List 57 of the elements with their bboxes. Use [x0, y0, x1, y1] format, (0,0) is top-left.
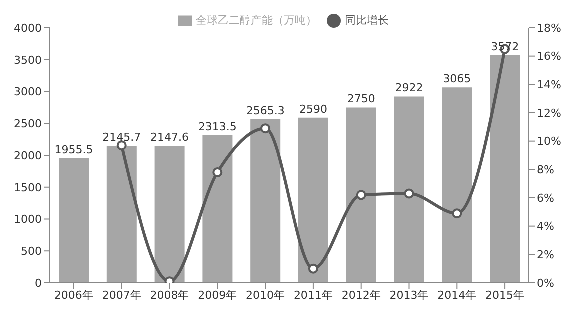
y2-tick-label: 6% [537, 192, 554, 205]
bar [250, 119, 281, 283]
point [116, 140, 127, 151]
y2-tick-label: 18% [537, 22, 562, 35]
y2-tick-label: 16% [537, 50, 562, 64]
data-label: 2750 [347, 92, 376, 106]
y-tick-label: 2500 [14, 118, 42, 131]
bar [298, 118, 328, 283]
y2-tick-label: 8% [537, 164, 554, 177]
bar [59, 158, 89, 283]
y-tick-label: 3000 [14, 86, 42, 99]
y2-tick-label: 10% [537, 135, 562, 148]
y2-tick-label: 14% [537, 78, 562, 92]
data-label: 2147.6 [150, 131, 190, 144]
data-label: 2313.5 [198, 120, 237, 134]
x-tick-label: 2007年 [102, 288, 142, 302]
x-tick-label: 2015年 [486, 288, 525, 302]
x-tick-label: 2013年 [390, 288, 429, 302]
legend-label: 全球乙二醇产能（万吨） [196, 14, 317, 27]
y-tick-label: 1500 [14, 181, 42, 194]
data-label: 2922 [395, 82, 424, 95]
data-label: 1955.5 [54, 143, 94, 156]
y-tick-label: 0 [35, 276, 42, 290]
x-tick-label: 2009年 [198, 288, 238, 302]
data-label: 3065 [443, 72, 472, 86]
x-tick-label: 2012年 [342, 288, 381, 302]
y-tick-label: 3500 [14, 54, 42, 67]
point [356, 190, 366, 200]
x-tick-label: 2011年 [294, 288, 333, 302]
x-tick-label: 2006年 [54, 288, 94, 302]
bar [154, 146, 185, 283]
y-tick-label: 1000 [14, 213, 42, 226]
point [260, 124, 271, 134]
bar [106, 146, 137, 283]
bar [202, 136, 233, 283]
bar [442, 88, 472, 283]
x-tick-label: 2014年 [438, 288, 477, 302]
point [212, 168, 223, 178]
point [452, 208, 462, 219]
bar [346, 108, 376, 283]
y-tick-label: 2000 [14, 149, 42, 162]
data-label: 2590 [300, 102, 328, 116]
data-label: 2145.7 [102, 131, 142, 144]
x-tick-label: 2010年 [246, 288, 286, 302]
y-tick-label: 500 [21, 245, 42, 258]
y-tick-label: 4000 [14, 22, 42, 35]
x-tick-label: 2008年 [150, 288, 190, 302]
y2-tick-label: 12% [537, 106, 562, 120]
point [308, 264, 318, 274]
legend-label: 同比增长 [345, 14, 389, 27]
y2-tick-label: 2% [537, 248, 554, 262]
bar [394, 96, 424, 283]
data-label: 2565.3 [246, 104, 285, 118]
y2-tick-label: 4% [537, 220, 554, 234]
y2-tick-label: 0% [537, 276, 554, 290]
point [404, 188, 414, 199]
bar [490, 55, 520, 283]
